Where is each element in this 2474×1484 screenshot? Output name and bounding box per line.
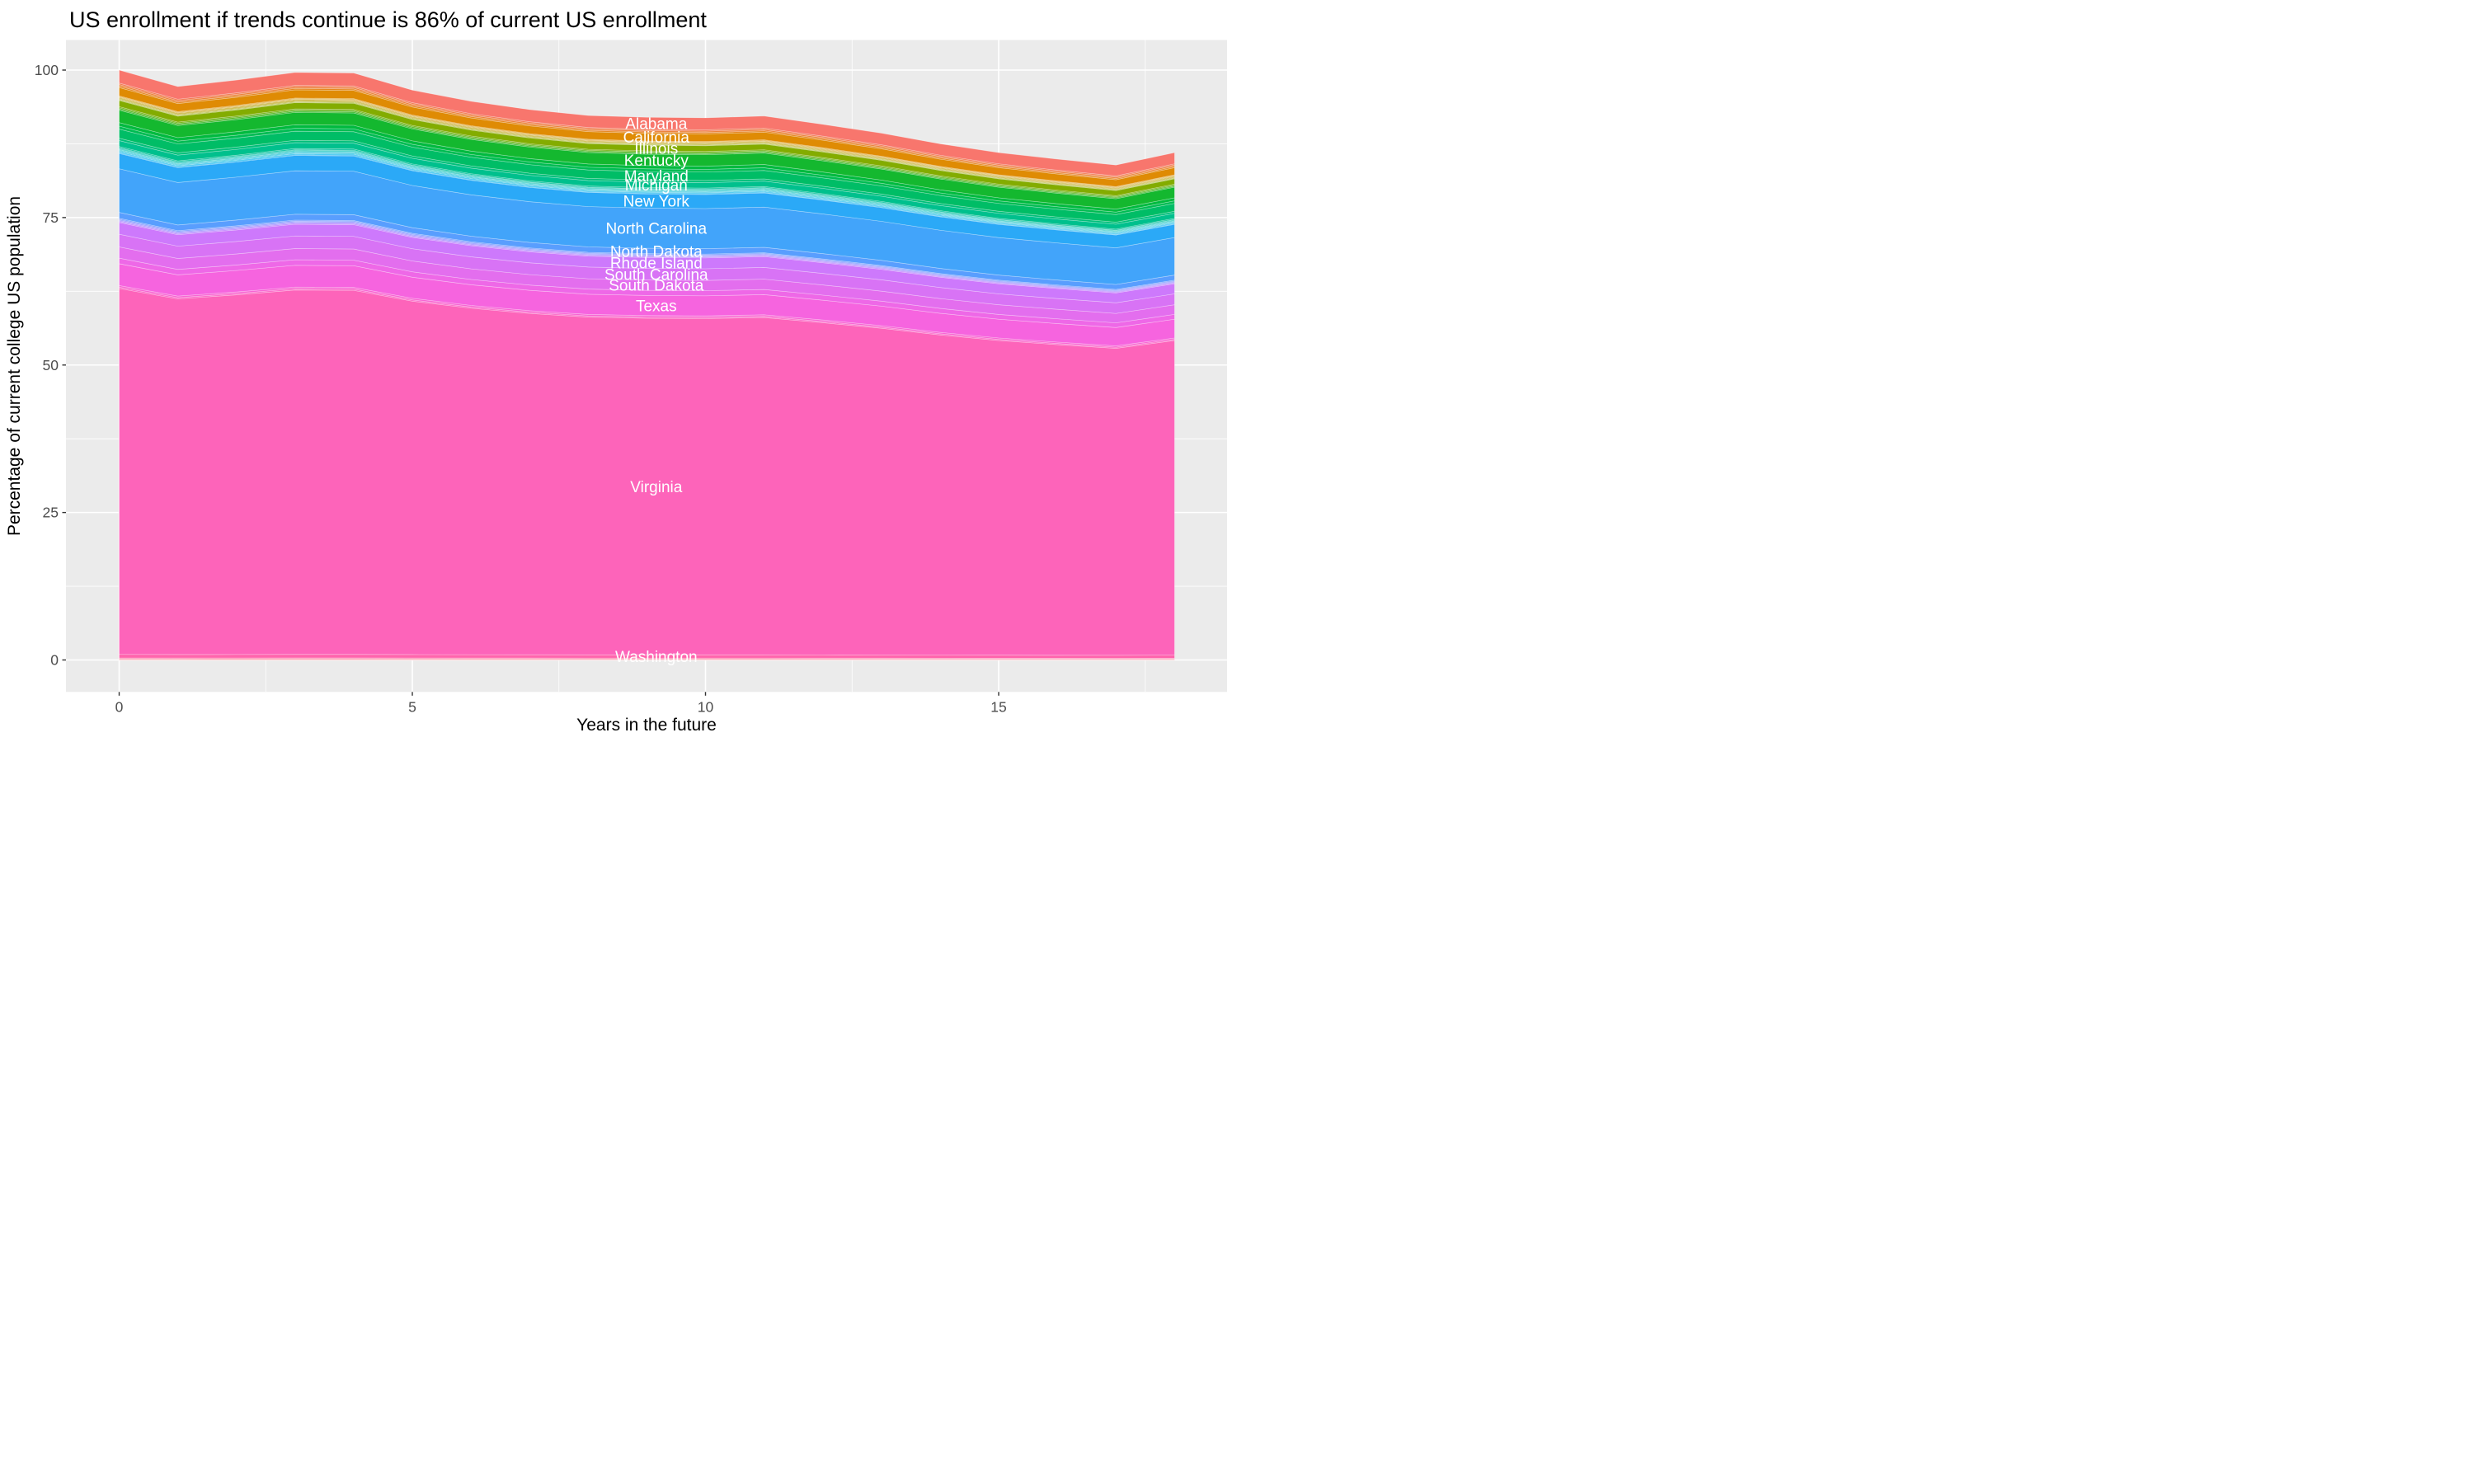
area-texas	[119, 263, 1175, 346]
y-tick-label-100: 100	[35, 62, 59, 78]
area-delaware	[119, 96, 1175, 189]
state-label-washington: Washington	[615, 649, 698, 666]
y-tick-label-75: 75	[43, 209, 59, 226]
area-missouri	[119, 148, 1175, 232]
state-label-maryland: Maryland	[624, 168, 689, 186]
ggplot-stacked-area-figure: 0 25 50 75 100 0 5 10 15 Alabama California Illino…	[0, 0, 1237, 742]
state-label-illinois: Illinois	[634, 141, 678, 158]
area-maine	[119, 125, 1175, 215]
y-tick-label-25: 25	[43, 505, 59, 521]
state-label-south-carolina: South Carolina	[604, 266, 708, 284]
area-california	[119, 87, 1175, 187]
area-west-virginia	[119, 657, 1175, 660]
x-tick-label-15: 15	[990, 698, 1006, 715]
area-massachusetts	[119, 138, 1175, 225]
state-label-rhode-island: Rhode Island	[610, 256, 703, 273]
state-label-texas: Texas	[636, 298, 677, 315]
chart-title: US enrollment if trends continue is 86% …	[69, 7, 707, 32]
y-axis-title: Percentage of current college US populat…	[5, 196, 24, 536]
area-nebraska	[119, 149, 1175, 233]
area-vermont	[119, 286, 1175, 349]
state-label-north-carolina: North Carolina	[606, 221, 708, 238]
x-axis-title: Years in the future	[576, 716, 717, 735]
state-label-south-dakota: South Dakota	[609, 278, 704, 295]
y-tick-label-50: 50	[43, 357, 59, 373]
state-label-kentucky: Kentucky	[624, 153, 689, 170]
area-virginia	[119, 288, 1175, 656]
stacked-area-layer	[119, 69, 1175, 660]
chart-canvas: 0 25 50 75 100 0 5 10 15 AlabamaCaliforniaIllino…	[5, 7, 1227, 735]
state-label-virginia: Virginia	[630, 479, 682, 496]
x-tick-label-5: 5	[408, 698, 416, 715]
area-louisiana	[119, 122, 1175, 213]
state-label-alabama: Alabama	[625, 115, 687, 133]
y-tick-label-0: 0	[50, 652, 59, 669]
state-label-michigan: Michigan	[625, 177, 688, 195]
area-maryland	[119, 129, 1175, 223]
area-alaska	[119, 82, 1175, 178]
state-label-layer: AlabamaCaliforniaIllinoisKentuckyMarylan…	[604, 115, 708, 666]
state-label-california: California	[623, 129, 690, 147]
area-indiana	[119, 106, 1175, 197]
area-alabama	[119, 69, 1175, 176]
state-label-north-dakota: North Dakota	[610, 243, 703, 261]
axis-layer: 0 25 50 75 100 0 5 10 15	[35, 62, 1007, 715]
area-new-york	[119, 153, 1175, 248]
state-label-new-york: New York	[623, 194, 690, 211]
area-florida	[119, 97, 1175, 190]
x-tick-label-0: 0	[115, 698, 124, 715]
x-tick-label-10: 10	[698, 698, 714, 715]
area-arizona	[119, 84, 1175, 179]
